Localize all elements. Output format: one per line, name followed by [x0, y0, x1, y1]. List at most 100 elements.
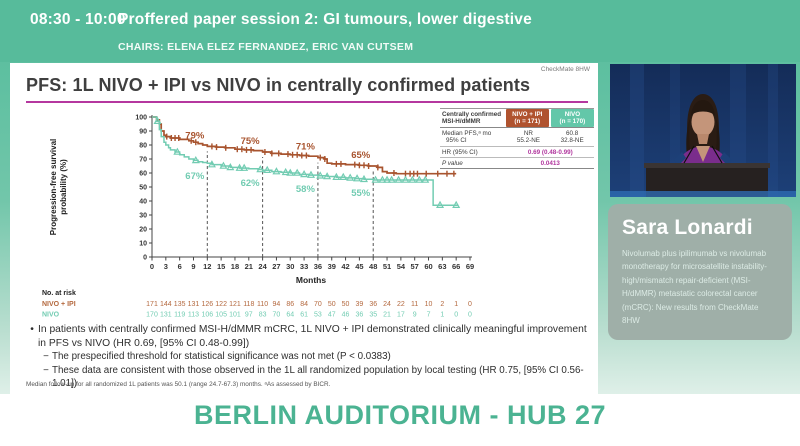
svg-text:24: 24 — [258, 262, 267, 271]
svg-text:144: 144 — [160, 301, 172, 308]
svg-text:64: 64 — [286, 312, 294, 319]
svg-text:17: 17 — [397, 312, 405, 319]
svg-text:12: 12 — [203, 262, 211, 271]
svg-text:2: 2 — [440, 301, 444, 308]
svg-text:67%: 67% — [185, 171, 205, 182]
svg-text:101: 101 — [229, 312, 241, 319]
svg-text:15: 15 — [217, 262, 225, 271]
svg-text:50: 50 — [139, 185, 147, 192]
session-title: Proffered paper session 2: GI tumours, l… — [118, 11, 532, 28]
svg-text:Months: Months — [296, 275, 326, 285]
svg-text:70: 70 — [139, 157, 147, 164]
svg-text:0: 0 — [150, 262, 154, 271]
svg-text:53: 53 — [314, 312, 322, 319]
svg-text:50: 50 — [342, 301, 350, 308]
svg-text:21: 21 — [245, 262, 253, 271]
svg-text:NIVO + IPI: NIVO + IPI — [42, 301, 76, 308]
speaker-talk-title: Nivolumab plus ipilimumab vs nivolumab m… — [622, 249, 767, 326]
svg-text:22: 22 — [397, 301, 405, 308]
svg-text:100: 100 — [135, 115, 147, 122]
svg-text:55%: 55% — [351, 188, 371, 199]
svg-text:83: 83 — [259, 312, 267, 319]
svg-text:probability (%): probability (%) — [59, 159, 68, 215]
speaker-card: Sara Lonardi Nivolumab plus ipilimumab v… — [608, 204, 792, 340]
svg-text:94: 94 — [273, 301, 281, 308]
svg-text:57: 57 — [411, 262, 419, 271]
svg-text:36: 36 — [355, 312, 363, 319]
svg-text:9: 9 — [413, 312, 417, 319]
session-header-bar: 08:30 - 10:00 Proffered paper session 2:… — [0, 0, 800, 62]
session-time: 08:30 - 10:00 — [30, 11, 126, 28]
svg-text:51: 51 — [383, 262, 391, 271]
svg-text:122: 122 — [215, 301, 227, 308]
svg-text:131: 131 — [160, 312, 172, 319]
svg-text:30: 30 — [286, 262, 294, 271]
svg-text:6: 6 — [178, 262, 182, 271]
svg-text:33: 33 — [300, 262, 308, 271]
svg-text:No. at risk: No. at risk — [42, 290, 76, 297]
bullet-main: • In patients with centrally confirmed M… — [30, 324, 587, 349]
svg-text:71%: 71% — [296, 142, 316, 153]
svg-text:113: 113 — [188, 312, 199, 319]
svg-text:9: 9 — [191, 262, 195, 271]
svg-text:106: 106 — [201, 312, 213, 319]
svg-text:0: 0 — [454, 312, 458, 319]
svg-text:60: 60 — [424, 262, 432, 271]
bullet-sub-1: − The prespecified threshold for statist… — [43, 351, 391, 363]
svg-text:40: 40 — [139, 199, 147, 206]
svg-text:48: 48 — [369, 262, 377, 271]
svg-text:119: 119 — [174, 312, 185, 319]
svg-text:0: 0 — [468, 312, 472, 319]
results-table-arm1-header: NIVO + IPI (n = 171) — [505, 109, 549, 127]
svg-text:58%: 58% — [296, 184, 316, 195]
svg-text:39: 39 — [355, 301, 363, 308]
speaker-name: Sara Lonardi — [622, 216, 753, 239]
svg-text:47: 47 — [328, 312, 336, 319]
svg-text:30: 30 — [139, 213, 147, 220]
svg-text:170: 170 — [146, 312, 158, 319]
svg-text:118: 118 — [243, 301, 254, 308]
svg-text:66: 66 — [452, 262, 460, 271]
svg-text:21: 21 — [383, 312, 391, 319]
results-table-hr-row: HR (95% CI) 0.69 (0.48-0.99) — [440, 147, 594, 158]
svg-text:42: 42 — [341, 262, 349, 271]
svg-text:90: 90 — [139, 129, 147, 136]
svg-text:45: 45 — [355, 262, 363, 271]
speaker-video — [610, 64, 796, 197]
svg-text:10: 10 — [425, 301, 433, 308]
svg-text:61: 61 — [300, 312, 308, 319]
svg-text:131: 131 — [188, 301, 200, 308]
svg-text:75%: 75% — [241, 136, 261, 147]
hr-value: 0.69 (0.48-0.99) — [527, 148, 573, 156]
svg-text:69: 69 — [466, 262, 474, 271]
svg-text:1: 1 — [454, 301, 458, 308]
p-value: 0.0413 — [540, 159, 560, 167]
median-arm1-value: NR 55.2-NE — [516, 130, 540, 144]
median-arm2-value: 60.8 32.8-NE — [560, 130, 584, 144]
svg-text:86: 86 — [286, 301, 294, 308]
svg-text:50: 50 — [328, 301, 336, 308]
results-table-arm2-header: NIVO (n = 170) — [550, 109, 594, 127]
svg-text:39: 39 — [328, 262, 336, 271]
svg-text:27: 27 — [272, 262, 280, 271]
presentation-slide: CheckMate 8HW PFS: 1L NIVO + IPI vs NIVO… — [10, 63, 598, 394]
svg-text:NIVO: NIVO — [42, 312, 60, 319]
svg-text:80: 80 — [139, 143, 147, 150]
svg-text:79%: 79% — [185, 130, 205, 141]
svg-text:60: 60 — [139, 171, 147, 178]
svg-text:135: 135 — [174, 301, 186, 308]
svg-text:10: 10 — [139, 241, 147, 248]
svg-text:36: 36 — [314, 262, 322, 271]
slide-footnote: Median follow-up for all randomized 1L p… — [26, 381, 331, 388]
svg-text:63: 63 — [438, 262, 446, 271]
svg-text:110: 110 — [257, 301, 268, 308]
svg-text:97: 97 — [245, 312, 253, 319]
svg-text:35: 35 — [369, 312, 377, 319]
svg-text:171: 171 — [146, 301, 158, 308]
svg-text:121: 121 — [229, 301, 241, 308]
svg-text:54: 54 — [397, 262, 406, 271]
svg-text:20: 20 — [139, 227, 147, 234]
results-table-pvalue-row: P value 0.0413 — [440, 158, 594, 169]
svg-text:36: 36 — [369, 301, 377, 308]
results-table-median-row: Median PFS,ᵃ mo 95% CI NR 55.2-NE 60.8 3… — [440, 128, 594, 147]
